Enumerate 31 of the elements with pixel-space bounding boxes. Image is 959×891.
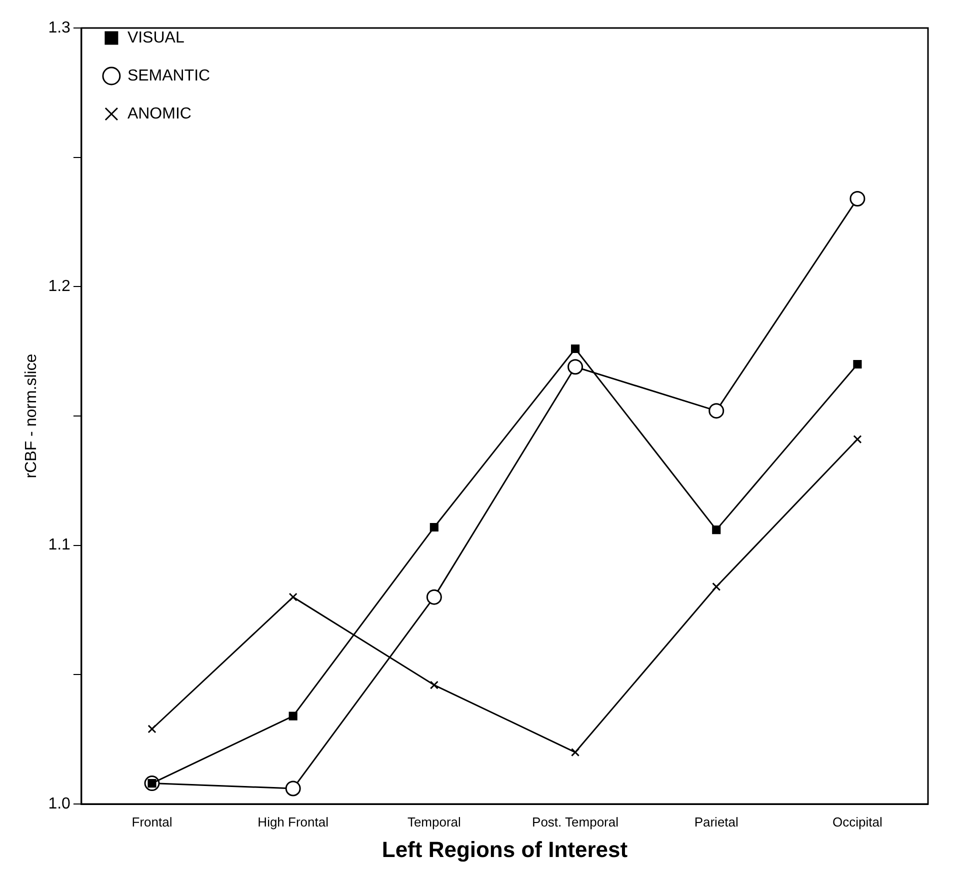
x-tick-label: Parietal	[694, 814, 739, 830]
point	[148, 724, 156, 734]
point	[568, 359, 584, 375]
point	[853, 434, 862, 444]
x-tick-label: Frontal	[132, 814, 172, 830]
y-tick-label: 1.3	[48, 19, 71, 36]
x-tick-label: Occipital	[832, 814, 882, 830]
point	[850, 190, 866, 206]
point	[288, 592, 298, 602]
point	[285, 780, 301, 796]
point	[288, 712, 298, 720]
point	[570, 748, 580, 757]
y-axis-title: rCBF - norm.slice	[23, 354, 40, 478]
x-tick-label: Temporal	[407, 814, 462, 830]
point	[853, 360, 862, 369]
legend-label: ANOMIC	[127, 105, 192, 122]
y-tick-label: 1.2	[48, 278, 71, 296]
point	[570, 344, 580, 354]
x-tick-label: Post. Temporal	[532, 814, 619, 830]
point	[430, 680, 438, 690]
point	[708, 403, 724, 419]
x-tick-label: High Frontal	[258, 814, 329, 830]
x-axis-title: Left Regions of Interest	[382, 836, 628, 862]
point	[712, 526, 721, 534]
point	[426, 589, 442, 605]
y-tick-label: 1.1	[48, 536, 71, 554]
legend-label: SEMANTIC	[127, 67, 210, 84]
y-tick-label: 1.0	[48, 795, 71, 812]
legend-label: VISUAL	[127, 29, 184, 46]
point	[430, 522, 438, 532]
point	[712, 582, 721, 592]
